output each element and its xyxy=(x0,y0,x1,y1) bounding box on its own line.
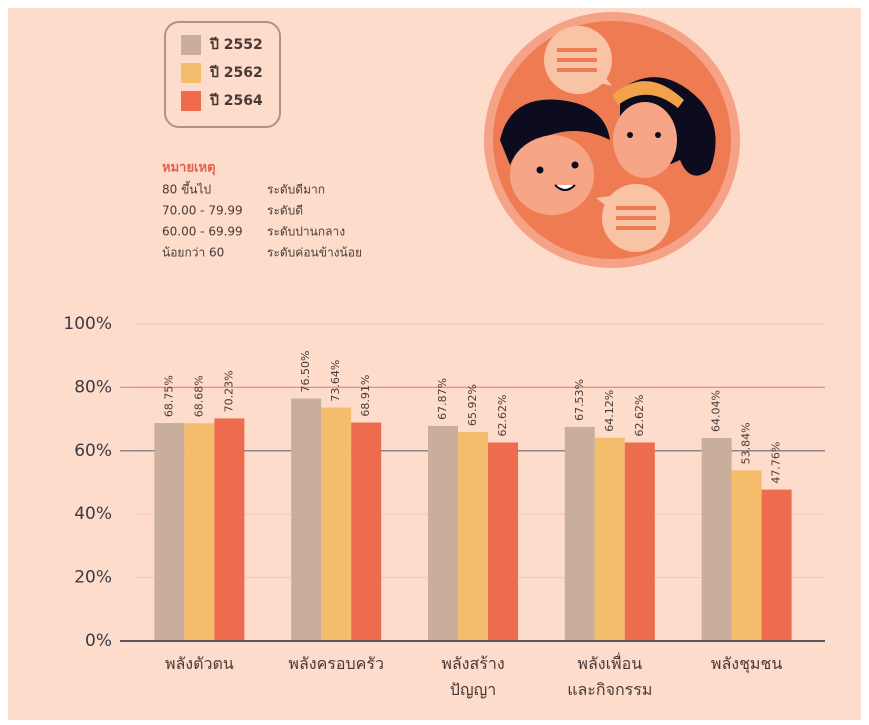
bar xyxy=(624,442,655,641)
bar xyxy=(428,425,458,641)
value-label: 64.04% xyxy=(710,390,723,432)
value-label: 68.75% xyxy=(162,375,175,417)
bar xyxy=(731,470,762,641)
value-label: 76.50% xyxy=(299,351,312,393)
value-label: 70.23% xyxy=(222,370,235,412)
note-text: 60.00 - 69.99 xyxy=(162,225,243,239)
bar xyxy=(761,489,792,641)
value-label: 65.92% xyxy=(466,384,479,426)
x-tick-label: พลังเพื่อน และกิจกรรม xyxy=(567,654,653,699)
note-text: ระดับดีมาก xyxy=(267,183,325,197)
bar xyxy=(488,442,518,641)
bar xyxy=(594,437,625,641)
note-text: 70.00 - 79.99 xyxy=(162,204,243,218)
value-label: 67.53% xyxy=(573,379,586,421)
x-tick-label: พลังตัวตน xyxy=(164,654,234,673)
note-text: 80 ขึ้นไป xyxy=(162,181,211,197)
value-label: 53.84% xyxy=(740,422,753,464)
bar xyxy=(154,423,185,641)
y-tick-label: 0% xyxy=(85,631,112,651)
bar xyxy=(321,407,352,641)
bar xyxy=(351,422,382,641)
value-label: 73.64% xyxy=(329,360,342,402)
y-tick-label: 100% xyxy=(63,314,112,334)
note-text: น้อยกว่า 60 xyxy=(162,246,224,260)
y-tick-label: 40% xyxy=(74,504,112,524)
note-text: ระดับปานกลาง xyxy=(267,225,345,239)
note-text: ระดับดี xyxy=(267,204,303,218)
bar xyxy=(564,426,595,641)
bar xyxy=(214,418,245,641)
legend-swatch xyxy=(181,35,201,55)
x-tick-label: พลังสร้าง ปัญญา xyxy=(441,654,505,699)
y-tick-label: 20% xyxy=(74,568,112,588)
value-label: 68.68% xyxy=(192,375,205,417)
note-text: ระดับค่อนข้างน้อย xyxy=(267,246,362,260)
legend-swatch xyxy=(181,91,201,111)
legend-box xyxy=(164,21,281,128)
value-label: 67.87% xyxy=(436,378,449,420)
legend-label: ปี 2562 xyxy=(209,65,263,81)
value-label: 47.76% xyxy=(770,442,783,484)
value-label: 62.62% xyxy=(496,395,509,437)
x-tick-label: พลังชุมชน xyxy=(710,654,783,673)
bar xyxy=(184,423,215,641)
legend-swatch xyxy=(181,63,201,83)
y-tick-label: 80% xyxy=(74,377,112,397)
bar xyxy=(458,432,488,641)
bar xyxy=(701,437,732,641)
value-label: 62.62% xyxy=(633,395,646,437)
notes-title: หมายเหตุ xyxy=(162,161,216,176)
x-tick-label: พลังครอบครัว xyxy=(288,654,384,673)
y-tick-label: 60% xyxy=(74,441,112,461)
value-label: 68.91% xyxy=(359,375,372,417)
legend-label: ปี 2564 xyxy=(209,93,263,109)
value-label: 64.12% xyxy=(603,390,616,432)
illustration xyxy=(484,12,740,268)
legend-label: ปี 2552 xyxy=(209,37,263,53)
bar xyxy=(291,398,322,641)
